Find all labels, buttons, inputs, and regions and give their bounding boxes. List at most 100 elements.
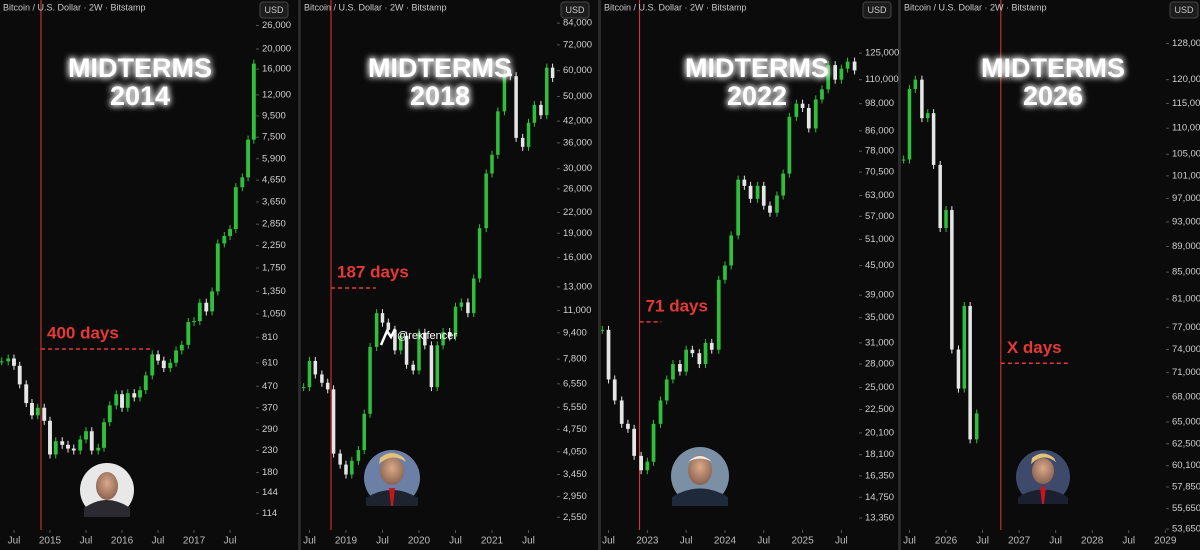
candle	[215, 243, 220, 292]
chart-title: MIDTERMS	[685, 53, 829, 83]
candle	[441, 332, 445, 346]
candle	[907, 89, 912, 160]
avatars	[80, 447, 1070, 517]
x-tick-label: 2015	[39, 536, 62, 547]
candle	[156, 354, 160, 361]
candle	[447, 332, 452, 337]
y-tick-label: 39,000	[865, 290, 894, 301]
candle	[678, 364, 682, 372]
y-tick-label: 63,000	[865, 190, 894, 201]
candle	[35, 407, 40, 416]
y-tick-label: 89,000	[1172, 241, 1200, 252]
candle	[42, 407, 47, 421]
avatar	[80, 463, 134, 517]
y-tick-label: 60,100	[1172, 460, 1200, 471]
candle	[742, 179, 747, 186]
x-tick-label: Jul	[152, 536, 165, 547]
y-tick-label: 20,100	[865, 427, 894, 438]
chart-title: MIDTERMS	[68, 53, 212, 83]
candle	[956, 349, 961, 389]
plot-area	[901, 0, 1070, 530]
candle	[496, 111, 500, 155]
candle	[48, 420, 52, 455]
y-tick-label: 1,050	[262, 308, 286, 319]
y-tick-label: 2,550	[563, 512, 587, 523]
candle	[806, 107, 811, 129]
candle	[12, 358, 16, 366]
y-tick-label: 84,000	[563, 18, 592, 29]
watermark: @rektfencer	[397, 330, 457, 342]
x-tick-label: Jul	[757, 536, 770, 547]
watermark-logo	[379, 328, 397, 346]
candle	[53, 441, 58, 455]
candle	[338, 453, 342, 465]
candle	[24, 384, 29, 404]
candle	[709, 342, 714, 350]
y-tick-label: 77,000	[1172, 322, 1200, 333]
y-tick-label: 1,350	[262, 286, 286, 297]
x-tick-label: 2020	[408, 536, 431, 547]
candle	[962, 306, 967, 389]
y-tick-label: 1,750	[262, 263, 286, 274]
candle	[404, 335, 409, 365]
candle	[913, 79, 918, 90]
candle	[204, 302, 209, 312]
candle	[84, 431, 88, 440]
candle	[60, 441, 65, 445]
y-tick-label: 51,000	[865, 234, 894, 245]
x-tick-label: 2017	[183, 536, 206, 547]
y-tick-label: 16,000	[563, 252, 592, 263]
y-tick-label: 2,850	[262, 219, 286, 230]
y-tick-label: 72,000	[563, 39, 592, 50]
candle	[17, 365, 22, 385]
candle	[944, 210, 948, 228]
y-tick-label: 71,000	[1172, 367, 1200, 378]
candle	[150, 354, 155, 376]
candle	[222, 235, 227, 244]
candle	[514, 76, 518, 138]
y-tick-label: 98,000	[865, 98, 894, 109]
y-tick-label: 74,000	[1172, 344, 1200, 355]
panel-dividers	[298, 0, 901, 550]
y-tick-label: 105,000	[1172, 149, 1200, 160]
x-tick-label: Jul	[224, 536, 237, 547]
annotation-label: 187 days	[337, 262, 409, 281]
candle	[30, 403, 34, 416]
y-tick-label: 30,000	[563, 163, 592, 174]
candle	[684, 349, 689, 372]
avatar	[364, 450, 420, 506]
y-tick-label: 120,000	[1172, 74, 1200, 85]
candle	[545, 67, 549, 116]
candle	[697, 353, 702, 365]
x-tick-label: 2026	[935, 536, 958, 547]
y-tick-label: 28,000	[865, 359, 894, 370]
x-tick-label: Jul	[449, 536, 462, 547]
x-tick-label: Jul	[602, 536, 615, 547]
y-tick-label: 68,000	[1172, 391, 1200, 402]
candle	[0, 361, 4, 363]
candle	[307, 360, 312, 388]
candle	[380, 313, 385, 323]
currency-box	[862, 1, 892, 19]
y-tick-label: 13,350	[865, 512, 894, 523]
candle	[107, 405, 112, 423]
y-tick-label: 7,800	[563, 354, 587, 365]
candle	[320, 374, 324, 383]
y-tick-label: 31,000	[865, 337, 894, 348]
candle	[526, 122, 531, 147]
candle	[787, 116, 792, 174]
y-tick-label: 85,000	[1172, 267, 1200, 278]
divider	[898, 0, 901, 550]
chart-title: 2026	[1023, 81, 1083, 111]
chart-title: MIDTERMS	[368, 53, 512, 83]
candle	[138, 390, 142, 398]
y-tick-label: 36,000	[563, 137, 592, 148]
x-tick-label: 2024	[714, 536, 737, 547]
chart-subtitle: Bitcoin / U.S. Dollar · 2W · Bitstamp	[904, 2, 1047, 12]
y-tick-label: 78,000	[865, 146, 894, 157]
candle	[313, 360, 318, 375]
y-tick-label: 22,000	[563, 207, 592, 218]
candle	[168, 362, 173, 369]
y-tick-label: 370	[262, 402, 278, 413]
candle	[723, 265, 727, 280]
